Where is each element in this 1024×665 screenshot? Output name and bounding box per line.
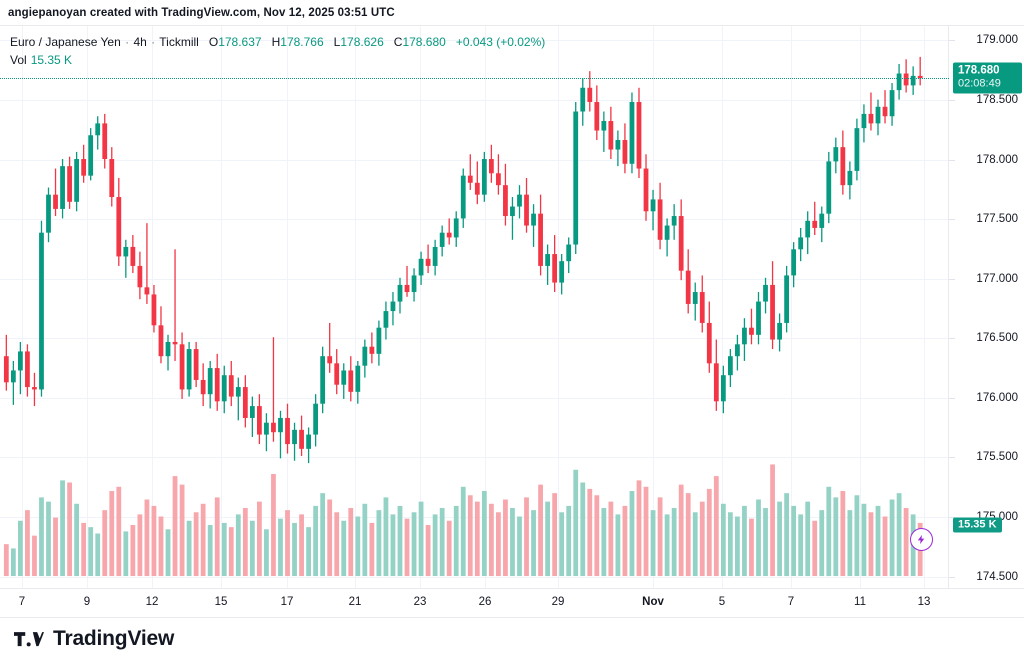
price-tick-label: 177.500	[976, 213, 1018, 226]
time-tick-label: 23	[413, 596, 427, 608]
gridline-horizontal	[0, 397, 949, 399]
tradingview-logo-icon	[14, 631, 44, 646]
price-tick-label: 179.000	[976, 34, 1018, 47]
time-tick-label: 7	[787, 596, 795, 608]
price-tick-dash	[949, 99, 955, 101]
time-tick-label: 13	[917, 596, 931, 608]
price-tick-dash	[949, 40, 955, 42]
gridline-vertical	[860, 26, 861, 589]
time-axis[interactable]: 7 9 12 15 17 21 23 26 29 Nov 5 7 11 13	[0, 588, 1024, 617]
legend-close-label: C	[393, 35, 403, 49]
gridline-vertical	[653, 26, 654, 589]
gridline-horizontal	[0, 159, 949, 161]
price-tick-dash	[949, 219, 955, 221]
time-tick-label: 26	[478, 596, 492, 608]
gridline-vertical	[558, 26, 559, 589]
chart-legend: Euro / Japanese Yen · 4h · Tickmill O178…	[10, 34, 545, 68]
gridline-horizontal	[0, 517, 949, 519]
current-price-value: 178.680	[958, 64, 1000, 77]
gridline-vertical	[355, 26, 356, 589]
footer: TradingView	[0, 619, 1024, 665]
legend-sep-2: ·	[151, 35, 156, 49]
price-tick-dash	[949, 338, 955, 340]
gridline-vertical	[22, 26, 23, 589]
gridline-vertical	[287, 26, 288, 589]
price-tick-dash	[949, 278, 955, 280]
price-tick-label: 178.000	[976, 153, 1018, 166]
price-tick-dash	[949, 576, 955, 578]
gridline-horizontal	[0, 576, 949, 578]
price-tick-dash	[949, 457, 955, 459]
legend-symbol[interactable]: Euro / Japanese Yen	[10, 35, 121, 49]
legend-open-value: 178.637	[218, 35, 262, 49]
time-tick-label: 12	[145, 596, 159, 608]
legend-volume-value: 15.35 K	[30, 53, 73, 67]
time-tick-label: 15	[214, 596, 228, 608]
price-tick-label: 177.000	[976, 272, 1018, 285]
price-tick-label: 178.500	[976, 93, 1018, 106]
legend-volume-label: Vol	[10, 53, 27, 67]
lightning-bolt-icon[interactable]	[910, 528, 934, 551]
legend-high-value: 178.766	[280, 35, 324, 49]
gridline-vertical	[722, 26, 723, 589]
current-price-line	[0, 78, 949, 80]
price-tick-dash	[949, 397, 955, 399]
legend-ohlc-row: Euro / Japanese Yen · 4h · Tickmill O178…	[10, 34, 545, 50]
legend-change: +0.043 (+0.02%)	[455, 35, 546, 49]
gridline-horizontal	[0, 278, 949, 280]
candlestick-series	[3, 56, 923, 577]
time-tick-label: 9	[83, 596, 91, 608]
legend-open-label: O	[208, 35, 219, 49]
volume-badge[interactable]: 15.35 K	[953, 517, 1002, 533]
price-axis[interactable]: 179.000 178.500 178.000 177.500 177.000 176.5…	[948, 26, 1024, 589]
current-price-badge[interactable]: 178.680 02:08:49	[953, 62, 1022, 94]
tradingview-logo[interactable]: TradingView	[14, 627, 174, 651]
legend-close-value: 178.680	[402, 35, 446, 49]
legend-volume-row: Vol 15.35 K	[10, 52, 545, 68]
gridline-vertical	[924, 26, 925, 589]
gridline-vertical	[87, 26, 88, 589]
attribution-text: angiepanoyan created with TradingView.co…	[8, 7, 395, 19]
chart-pane[interactable]: Euro / Japanese Yen · 4h · Tickmill O178…	[0, 26, 949, 589]
time-tick-label: 17	[280, 596, 294, 608]
legend-low-label: L	[333, 35, 341, 49]
price-tick-dash	[949, 517, 955, 519]
time-tick-label: 11	[854, 596, 866, 608]
gridline-vertical	[791, 26, 792, 589]
chart-frame: Euro / Japanese Yen · 4h · Tickmill O178…	[0, 25, 1024, 618]
gridline-vertical	[221, 26, 222, 589]
gridline-horizontal	[0, 457, 949, 459]
gridline-vertical	[485, 26, 486, 589]
time-tick-label: 29	[551, 596, 565, 608]
legend-interval[interactable]: 4h	[133, 35, 147, 49]
time-tick-label: Nov	[642, 596, 664, 608]
tradingview-brand-text: TradingView	[53, 627, 175, 650]
gridline-vertical	[420, 26, 421, 589]
price-tick-label: 176.000	[976, 391, 1018, 404]
time-tick-label: 7	[18, 596, 26, 608]
legend-sep-1: ·	[125, 35, 130, 49]
price-tick-label: 175.500	[976, 451, 1018, 464]
gridline-horizontal	[0, 40, 949, 42]
time-tick-label: 5	[718, 596, 726, 608]
bar-countdown: 02:08:49	[958, 77, 1001, 90]
legend-exchange[interactable]: Tickmill	[159, 35, 199, 49]
legend-high-label: H	[271, 35, 281, 49]
gridline-horizontal	[0, 219, 949, 221]
gridline-horizontal	[0, 338, 949, 340]
price-tick-label: 176.500	[976, 332, 1018, 345]
gridline-horizontal	[0, 99, 949, 101]
time-tick-label: 21	[348, 596, 362, 608]
price-tick-dash	[949, 159, 955, 161]
legend-low-value: 178.626	[340, 35, 384, 49]
price-tick-label: 174.500	[976, 570, 1018, 583]
